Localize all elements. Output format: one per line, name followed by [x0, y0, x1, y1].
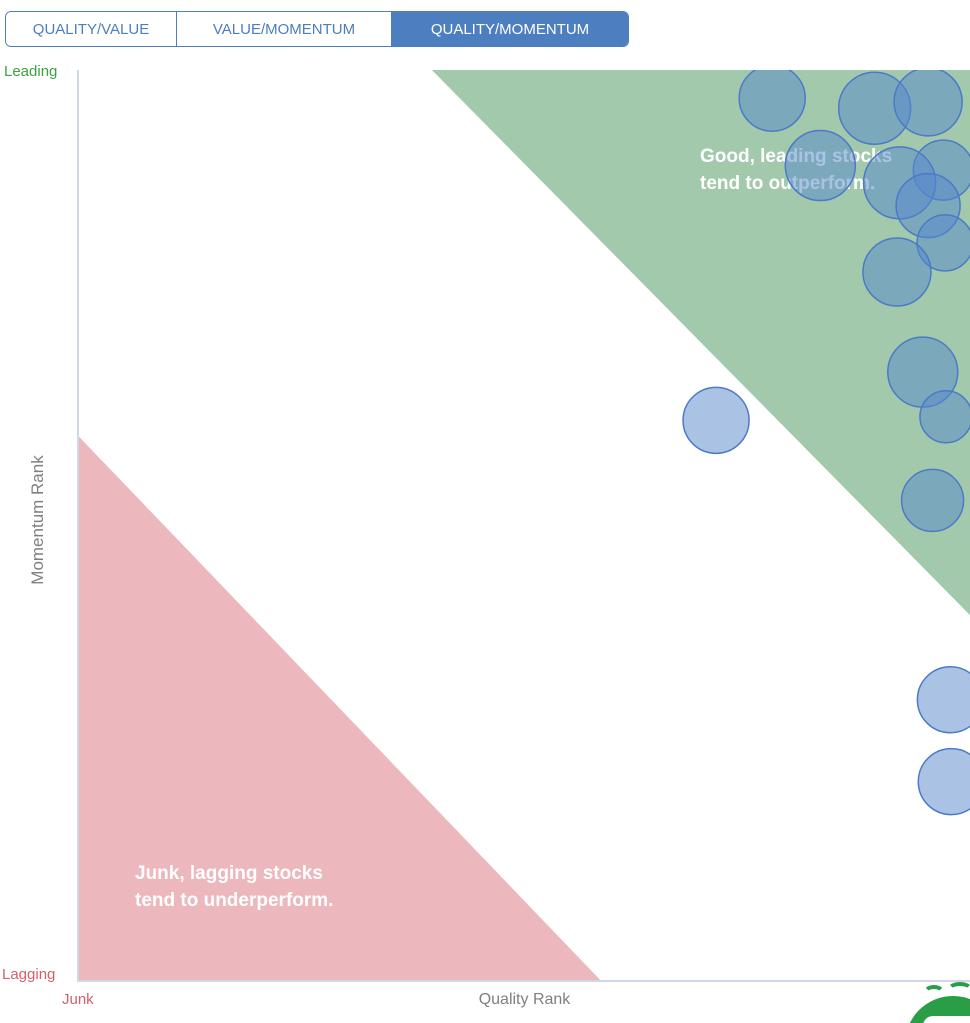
stock-bubble[interactable] — [916, 665, 970, 734]
stock-bubble[interactable] — [917, 747, 970, 816]
y-axis-line — [77, 70, 79, 981]
stock-bubble[interactable] — [682, 386, 750, 455]
stock-bubble[interactable] — [784, 129, 857, 202]
region-triangles-layer — [79, 70, 970, 980]
y-axis-top-label: Leading — [4, 63, 58, 80]
stock-bubble[interactable] — [862, 237, 932, 307]
stock-bubble[interactable] — [919, 389, 970, 444]
chat-widget-button[interactable] — [905, 982, 970, 1023]
x-axis-title: Quality Rank — [478, 991, 571, 1008]
chat-logo-flourish-icon — [923, 985, 945, 1001]
stock-bubble[interactable] — [893, 70, 963, 137]
x-axis-left-label: Junk — [62, 991, 94, 1008]
tab-value-momentum[interactable]: VALUE/MOMENTUM — [176, 12, 391, 46]
stock-bubble[interactable] — [738, 70, 806, 132]
y-axis-title: Momentum Rank — [28, 455, 47, 585]
tab-quality-momentum[interactable]: QUALITY/MOMENTUM — [391, 12, 628, 46]
chart-tab-bar: QUALITY/VALUE VALUE/MOMENTUM QUALITY/MOM… — [5, 11, 629, 47]
chat-speech-bubble-icon — [923, 1016, 970, 1023]
scatter-points-layer[interactable] — [79, 70, 970, 980]
stock-bubble[interactable] — [916, 214, 970, 272]
tab-quality-value[interactable]: QUALITY/VALUE — [6, 12, 176, 46]
stock-bubble[interactable] — [900, 468, 965, 533]
good-leading-region — [431, 70, 970, 616]
chat-logo-flourish-icon — [947, 982, 970, 998]
y-axis-bottom-label: Lagging — [2, 966, 56, 983]
x-axis-line — [77, 980, 970, 982]
